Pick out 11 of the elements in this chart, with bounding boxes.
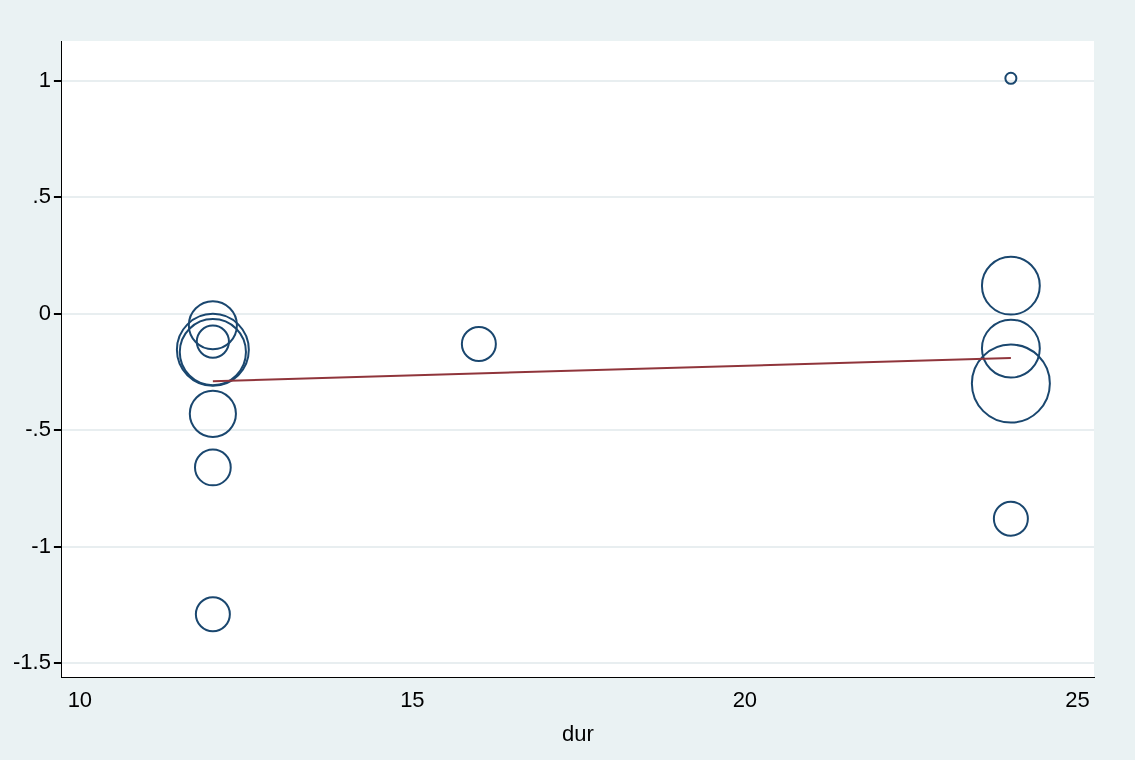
y-tick-label: .5 <box>32 183 51 209</box>
y-tick-label: 1 <box>38 66 51 92</box>
x-tick-label: 25 <box>1065 687 1090 713</box>
y-tick-label: -.5 <box>25 416 51 442</box>
x-tick-label: 20 <box>732 687 758 713</box>
y-tick-label: 0 <box>38 299 51 325</box>
y-tick-label: -1 <box>31 532 51 558</box>
x-tick-label: 15 <box>400 687 425 713</box>
y-tick-label: -1.5 <box>12 649 51 675</box>
x-tick-label: 10 <box>67 687 93 713</box>
x-axis-title: dur <box>562 720 594 746</box>
